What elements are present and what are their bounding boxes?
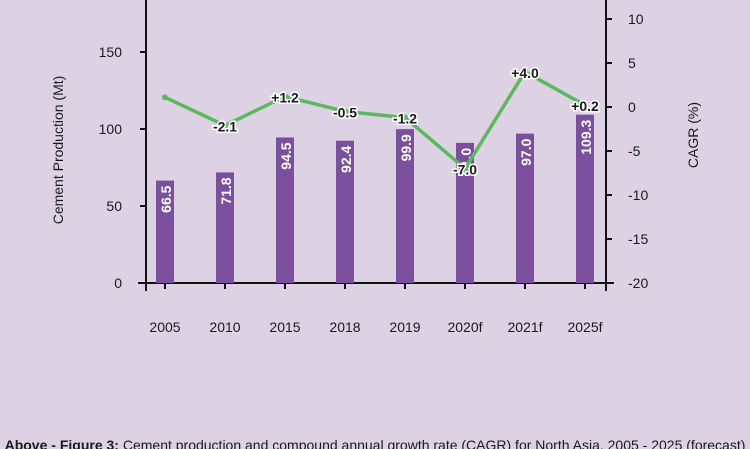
line-value-label: -2.1 xyxy=(213,118,237,134)
bar xyxy=(276,137,294,283)
y-tick-label: 0 xyxy=(114,275,122,291)
y2-tick-label: -20 xyxy=(628,275,648,291)
bar xyxy=(396,129,414,283)
x-tick-label: 2019 xyxy=(389,319,420,335)
line-value-label: +0.2 xyxy=(571,98,599,114)
y-tick-label: 100 xyxy=(99,121,123,137)
line-point xyxy=(282,93,288,100)
x-tick-label: 2025f xyxy=(567,319,602,335)
x-tick-label: 2020f xyxy=(447,319,482,335)
bar xyxy=(216,172,234,283)
bar-value-label: 97.0 xyxy=(518,138,534,165)
bar xyxy=(156,180,174,283)
bar-value-label: 94.5 xyxy=(278,142,294,169)
y-tick-label: 50 xyxy=(106,198,122,214)
y2-tick-label: -10 xyxy=(628,187,648,203)
y2-axis-title: CAGR (%) xyxy=(685,102,701,168)
line-point xyxy=(402,114,408,121)
y2-tick-label: -5 xyxy=(628,143,641,159)
bar xyxy=(456,142,474,283)
bar-value-label: 109.3 xyxy=(578,119,594,154)
line-value-label: -1.2 xyxy=(393,111,417,127)
line-value-label: +4.0 xyxy=(511,65,539,81)
bar xyxy=(516,133,534,283)
x-tick-label: 2005 xyxy=(149,319,180,335)
line-point xyxy=(162,94,168,101)
y-tick-label: 150 xyxy=(99,44,123,60)
line-value-label: -7.0 xyxy=(453,162,477,178)
line-value-label: -0.5 xyxy=(333,104,357,120)
bar-value-label: 92.4 xyxy=(338,145,354,172)
y-axis-title: Cement Production (Mt) xyxy=(50,76,66,225)
y2-tick-label: -15 xyxy=(628,231,648,247)
caption-text: Cement production and compound annual gr… xyxy=(119,437,745,449)
line-point xyxy=(342,108,348,115)
bar-value-label: 71.8 xyxy=(218,177,234,204)
line-value-label: +1.2 xyxy=(271,89,299,105)
line-point xyxy=(222,122,228,129)
bar xyxy=(336,140,354,283)
bar-value-label: 66.5 xyxy=(158,185,174,212)
bar xyxy=(576,114,594,283)
bar-value-label: 99.9 xyxy=(398,134,414,161)
caption: Above - Figure 3: Cement production and … xyxy=(5,437,746,449)
x-tick-label: 2018 xyxy=(329,319,360,335)
y2-tick-label: 10 xyxy=(628,11,644,27)
line-point xyxy=(462,165,468,172)
line-point xyxy=(522,68,528,75)
x-tick-label: 2015 xyxy=(269,319,300,335)
y2-tick-label: 5 xyxy=(628,55,636,71)
line-point xyxy=(582,102,588,109)
x-tick-label: 2021f xyxy=(507,319,542,335)
line xyxy=(164,70,586,171)
x-tick-label: 2010 xyxy=(209,319,240,335)
caption-label: Above - Figure 3: xyxy=(5,437,119,449)
y2-tick-label: 0 xyxy=(628,99,636,115)
